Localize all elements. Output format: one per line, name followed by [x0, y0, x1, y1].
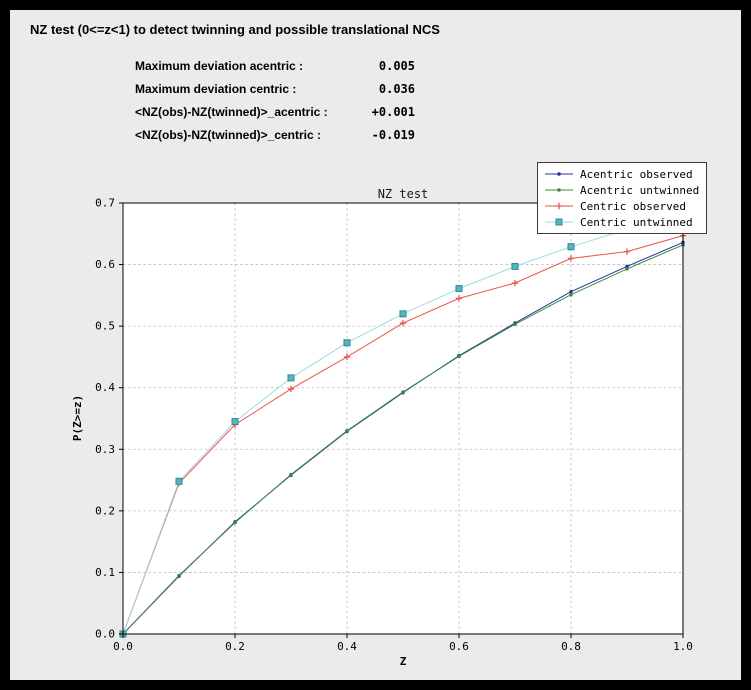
stat-value: +0.001: [371, 104, 415, 119]
svg-text:0.2: 0.2: [95, 504, 115, 517]
svg-text:0.0: 0.0: [113, 640, 133, 653]
stat-label: <NZ(obs)-NZ(twinned)>_centric :: [135, 127, 322, 142]
legend-entry: Centric untwinned: [544, 214, 700, 230]
chart-title: NZ test: [378, 187, 429, 201]
svg-text:0.6: 0.6: [449, 640, 469, 653]
svg-text:0.8: 0.8: [561, 640, 581, 653]
svg-text:0.7: 0.7: [95, 197, 115, 210]
stat-row: <NZ(obs)-NZ(twinned)>_centric : -0.019: [135, 123, 415, 146]
legend-entry: Centric observed: [544, 198, 700, 214]
svg-text:0.4: 0.4: [337, 640, 357, 653]
stat-value: -0.019: [371, 127, 415, 142]
plot-panel: NZ test (0<=z<1) to detect twinning and …: [10, 10, 741, 680]
legend-marker: [545, 202, 573, 210]
legend-marker: [545, 218, 573, 226]
legend-marker: [545, 188, 573, 192]
legend-label: Centric untwinned: [580, 215, 693, 229]
stat-row: Maximum deviation centric : 0.036: [135, 77, 415, 100]
legend: Acentric observed Acentric untwinned Centr…: [537, 162, 707, 234]
stat-label: Maximum deviation centric :: [135, 81, 297, 96]
legend-label: Acentric observed: [580, 167, 693, 181]
stat-label: Maximum deviation acentric :: [135, 58, 304, 73]
svg-text:0.0: 0.0: [95, 628, 115, 641]
svg-text:0.2: 0.2: [225, 640, 245, 653]
stat-row: <NZ(obs)-NZ(twinned)>_acentric : +0.001: [135, 100, 415, 123]
stat-row: Maximum deviation acentric : 0.005: [135, 54, 415, 77]
plot-layer: 0.0 0.2 0.4 0.6 0.8 1.0 0.0 0.1 0.2 0.3 0.4 0.5 0.6 0…: [95, 197, 693, 654]
legend-label: Acentric untwinned: [580, 183, 700, 197]
plot-background: [123, 203, 683, 634]
svg-text:1.0: 1.0: [673, 640, 693, 653]
svg-text:0.1: 0.1: [95, 566, 115, 579]
stats-block: Maximum deviation acentric : 0.005 Maxim…: [135, 54, 415, 146]
x-axis-label: Z: [400, 655, 407, 668]
legend-label: Centric observed: [580, 199, 686, 213]
page-title: NZ test (0<=z<1) to detect twinning and …: [30, 22, 440, 37]
svg-text:0.3: 0.3: [95, 443, 115, 456]
svg-text:0.5: 0.5: [95, 320, 115, 333]
nz-plot-svg: 0.0 0.2 0.4 0.6 0.8 1.0 0.0 0.1 0.2 0.3 0.4 0.5 0.6 0…: [71, 187, 693, 668]
legend-marker: [545, 172, 573, 176]
svg-text:0.4: 0.4: [95, 381, 115, 394]
legend-entry: Acentric untwinned: [544, 182, 700, 198]
y-axis-label: P(Z>=z): [71, 395, 84, 441]
stat-value: 0.036: [378, 81, 415, 96]
stat-value: 0.005: [378, 58, 415, 73]
legend-entry: Acentric observed: [544, 166, 700, 182]
svg-text:0.6: 0.6: [95, 258, 115, 271]
stat-label: <NZ(obs)-NZ(twinned)>_acentric :: [135, 104, 328, 119]
